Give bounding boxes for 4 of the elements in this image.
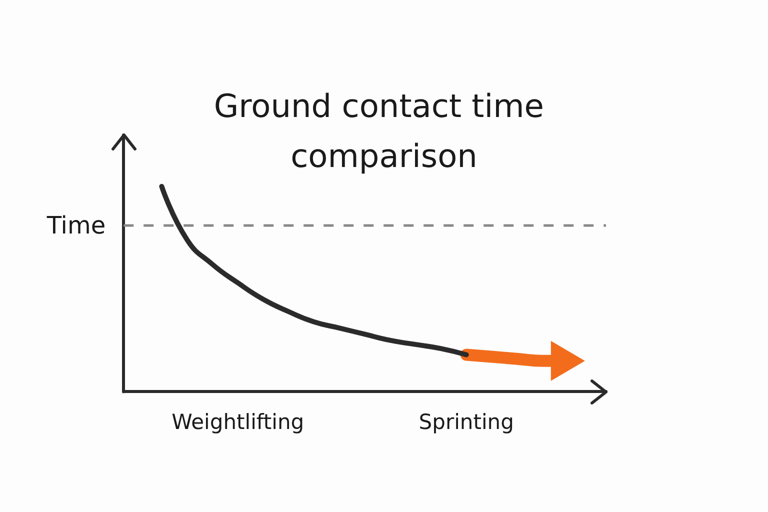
x-tick-label: Weightlifting — [172, 410, 304, 434]
x-tick-label: Sprinting — [418, 410, 514, 434]
ref-line-label: Time — [46, 211, 106, 240]
chart-title: Ground contact time comparison — [214, 87, 554, 175]
